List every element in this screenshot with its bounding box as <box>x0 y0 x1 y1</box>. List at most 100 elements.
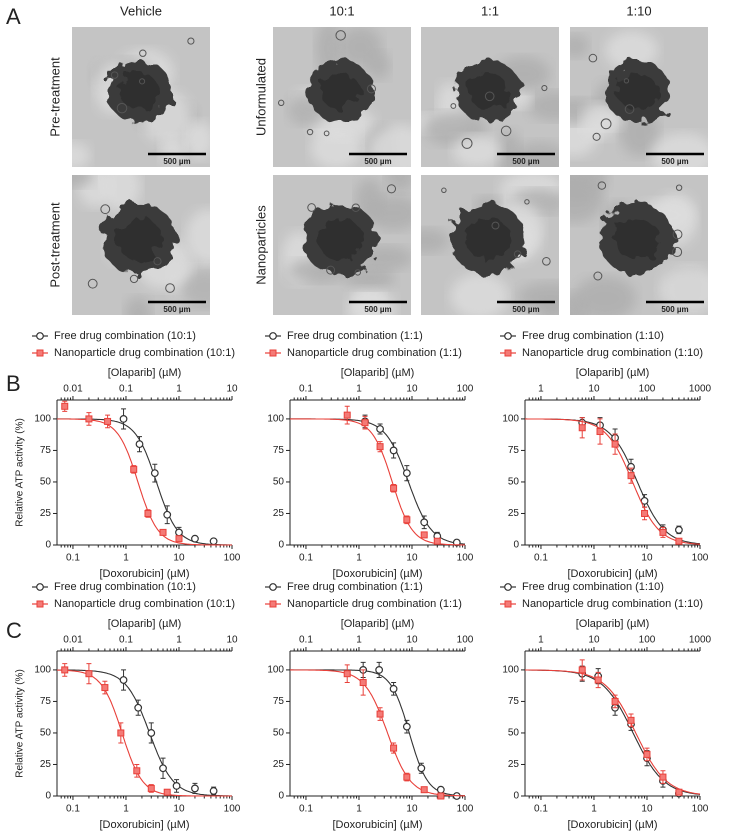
x2-tick-label: 0.01 <box>63 635 83 646</box>
x2-tick-label: 1 <box>356 384 362 395</box>
micrograph-content: 500 µm <box>72 27 210 167</box>
background-texture <box>385 175 411 193</box>
x2-axis-label: [Olaparib] (µM) <box>576 367 650 379</box>
debris <box>129 274 139 284</box>
background-texture <box>580 103 616 140</box>
axes <box>524 650 700 797</box>
scale-bar-label: 500 µm <box>512 305 539 314</box>
panel-label: A <box>6 4 21 29</box>
debris <box>524 199 530 205</box>
y-tick-label: 100 <box>502 414 519 425</box>
y-tick-label: 100 <box>34 414 51 425</box>
data-point <box>420 786 428 794</box>
spheroid-core <box>614 218 660 260</box>
y-tick-label: 75 <box>40 445 52 456</box>
background-texture <box>368 124 411 167</box>
data-point <box>147 729 156 737</box>
micrograph-content: 500 µm <box>421 27 559 167</box>
background-texture <box>421 228 450 254</box>
x-tick-label: 100 <box>692 804 709 815</box>
debris <box>600 118 612 130</box>
debris <box>675 184 683 191</box>
y-tick-label: 75 <box>273 696 285 707</box>
y-tick-label: 0 <box>513 540 519 551</box>
x-tick-label: 100 <box>457 553 474 564</box>
data-point <box>191 784 199 793</box>
fit-curve <box>525 669 701 795</box>
legend-label: Free drug combination (1:1) <box>287 581 423 593</box>
background-texture <box>72 175 94 188</box>
data-point <box>627 472 635 480</box>
x2-tick-label: 100 <box>457 635 474 646</box>
data-point <box>641 509 649 517</box>
x-tick-label: 0.1 <box>534 553 548 564</box>
y-tick-label: 50 <box>273 477 285 488</box>
background-texture <box>450 273 510 315</box>
data-point <box>172 782 181 790</box>
x2-tick-label: 1000 <box>689 384 712 395</box>
legend-label: Nanoparticle drug combination (1:1) <box>287 347 462 359</box>
x-tick-label: 10 <box>173 804 185 815</box>
x2-tick-label: 0.01 <box>63 384 83 395</box>
legend-marker <box>36 332 44 340</box>
y-tick-label: 75 <box>508 696 520 707</box>
fit-curve <box>290 418 465 546</box>
background-texture <box>517 281 559 312</box>
debris <box>153 257 162 266</box>
column-header: 1:1 <box>481 3 499 18</box>
x-axis-label: [Doxorubicin] (µM) <box>99 568 189 580</box>
x2-tick-label: 0.1 <box>299 635 313 646</box>
data-point <box>85 415 93 423</box>
y-tick-label: 25 <box>40 759 52 770</box>
x-tick-label: 1 <box>356 553 362 564</box>
y-tick-label: 0 <box>278 540 284 551</box>
debris <box>593 271 603 281</box>
x-tick-label: 1 <box>591 553 597 564</box>
scale-bar-label: 500 µm <box>661 157 688 166</box>
x-tick-label: 100 <box>224 804 241 815</box>
y-tick-label: 25 <box>273 508 285 519</box>
debris <box>351 203 361 212</box>
legend-label: Free drug combination (10:1) <box>54 330 196 342</box>
micrograph: 500 µm <box>273 175 411 315</box>
background-texture <box>570 34 589 58</box>
x2-tick-label: 1 <box>176 635 182 646</box>
debris <box>100 204 111 215</box>
data-point <box>61 666 69 674</box>
fit-curve <box>290 669 465 797</box>
legend-marker <box>504 600 512 608</box>
y-tick-label: 25 <box>508 759 520 770</box>
legend-marker <box>36 349 44 357</box>
debris <box>592 132 601 141</box>
x2-tick-label: 10 <box>406 384 418 395</box>
data-point <box>209 787 218 795</box>
fit-curve <box>57 418 232 546</box>
debris <box>323 130 330 137</box>
x-tick-label: 10 <box>641 553 653 564</box>
data-point <box>611 440 619 448</box>
background-texture <box>651 132 708 167</box>
x-tick-label: 1 <box>123 804 129 815</box>
fit-curve <box>290 669 465 797</box>
x-axis-label: [Doxorubicin] (µM) <box>332 568 422 580</box>
axes <box>524 399 700 546</box>
legend-label: Free drug combination (1:10) <box>522 581 664 593</box>
debris <box>87 278 98 289</box>
x-axis-label: [Doxorubicin] (µM) <box>567 568 657 580</box>
x2-tick-label: 1000 <box>689 635 712 646</box>
data-point <box>144 509 152 517</box>
data-point <box>420 531 428 539</box>
debris <box>441 187 447 194</box>
column-header: Vehicle <box>120 3 162 18</box>
data-point <box>101 684 109 692</box>
legend-marker <box>36 600 44 608</box>
data-point <box>175 528 183 537</box>
data-point <box>343 411 351 419</box>
data-point <box>390 744 398 752</box>
data-point <box>135 440 144 449</box>
scale-bar-label: 500 µm <box>163 305 190 314</box>
legend-marker <box>269 332 277 340</box>
debris <box>597 181 607 190</box>
scale-bar-label: 500 µm <box>364 305 391 314</box>
data-point <box>376 443 384 451</box>
